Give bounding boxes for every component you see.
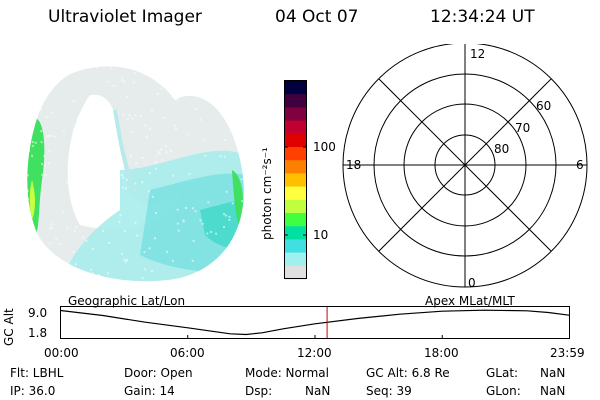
mlat-label-70: 70 — [515, 121, 530, 135]
orbit-xtick-0000: 00:00 — [44, 346, 79, 360]
colorbar-cell — [285, 107, 306, 122]
colorbar-tick-10: 10 — [313, 228, 329, 242]
time-label: 12:34:24 UT — [430, 7, 535, 27]
orbit-altitude-chart — [60, 306, 570, 339]
colorbar-unit-label: photon cm⁻²s⁻¹ — [260, 147, 274, 240]
orbit-altitude-line — [60, 309, 570, 336]
colorbar-cell — [285, 199, 306, 214]
orbit-frame — [60, 306, 570, 339]
orbit-left-title: Geographic Lat/Lon — [68, 294, 186, 308]
orbit-xtick-1800: 18:00 — [424, 346, 459, 360]
colorbar-cell — [285, 186, 306, 201]
colorbar-cell — [285, 94, 306, 108]
glon-label: GLon: — [486, 384, 521, 398]
colorbar-cell — [285, 226, 306, 240]
orbit-xtick-0600: 06:00 — [170, 346, 205, 360]
glat-label: GLat: — [486, 366, 519, 380]
orbit-ytick-1-8: 1.8 — [28, 326, 48, 340]
mlt-label-18: 18 — [346, 158, 361, 172]
instrument-title: Ultraviolet Imager — [48, 7, 202, 27]
glat-value: NaN — [540, 366, 566, 380]
glon-value: NaN — [540, 384, 566, 398]
door-info: Door: Open — [124, 366, 193, 380]
mlt-label-0: 0 — [468, 276, 476, 290]
gc-alt-info: GC Alt: 6.8 Re — [366, 366, 450, 380]
orbit-ylabel: GC Alt — [2, 308, 16, 346]
colorbar-cell — [285, 120, 306, 135]
orbit-xtick-1200: 12:00 — [297, 346, 332, 360]
date-label: 04 Oct 07 — [275, 7, 359, 27]
mlat-label-60: 60 — [536, 99, 551, 113]
dsp-label: Dsp: — [245, 384, 273, 398]
colorbar-cell — [285, 239, 306, 254]
colorbar-cell — [285, 173, 306, 188]
colorbar-cell — [285, 81, 306, 95]
mlt-label-6: 6 — [576, 158, 584, 172]
gain-info: Gain: 14 — [124, 384, 175, 398]
mlt-label-12: 12 — [470, 47, 485, 61]
colorbar-cell — [285, 265, 306, 280]
seq-info: Seq: 39 — [366, 384, 412, 398]
colorbar-cell — [285, 133, 306, 148]
flt-info: Flt: LBHL — [10, 366, 64, 380]
colorbar — [284, 80, 307, 280]
dsp-value: NaN — [305, 384, 331, 398]
mode-info: Mode: Normal — [245, 366, 329, 380]
orbit-xtick-2359: 23:59 — [550, 346, 585, 360]
polar-mlt-plot: 12 18 6 0 60 70 80 — [342, 44, 588, 290]
colorbar-cell — [285, 213, 306, 227]
colorbar-cell — [285, 252, 306, 267]
orbit-right-title: Apex MLat/MLT — [425, 294, 515, 308]
ip-info: IP: 36.0 — [10, 384, 56, 398]
orbit-ytick-9: 9.0 — [28, 306, 48, 320]
mlat-label-80: 80 — [494, 142, 509, 156]
colorbar-tick-100: 100 — [313, 140, 336, 154]
colorbar-cell — [285, 147, 306, 161]
auroral-image — [27, 66, 244, 282]
colorbar-cell — [285, 160, 306, 174]
